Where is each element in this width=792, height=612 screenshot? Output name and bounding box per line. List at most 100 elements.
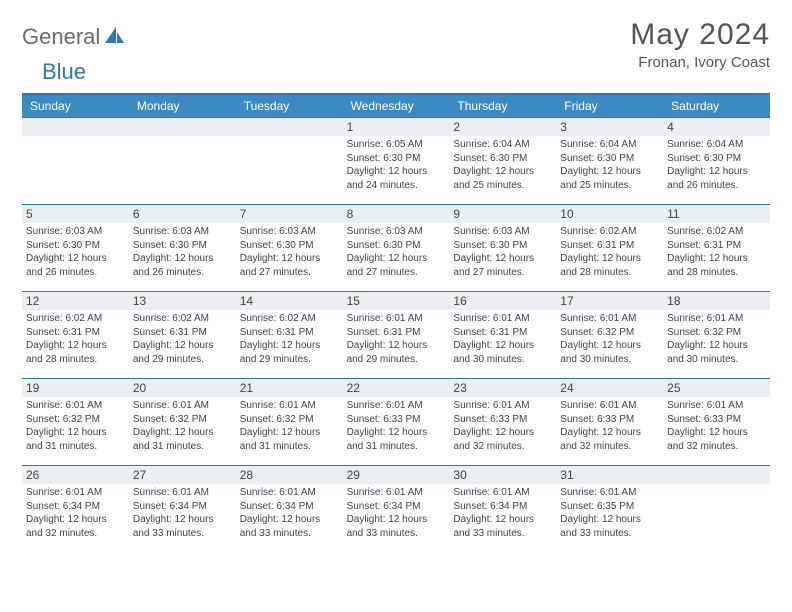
daylight-text: Daylight: 12 hours and 33 minutes. (240, 513, 339, 540)
daylight-text: Daylight: 12 hours and 33 minutes. (133, 513, 232, 540)
day-cell: 23Sunrise: 6:01 AMSunset: 6:33 PMDayligh… (449, 379, 556, 465)
week-row: 12 Sunrise: 6:02 AMSunset: 6:31 PMDayligh… (22, 291, 770, 378)
daylight-text: Daylight: 12 hours and 30 minutes. (560, 339, 659, 366)
day-content: Sunrise: 6:01 AMSunset: 6:33 PMDaylight:… (347, 399, 446, 453)
sunrise-text: Sunrise: 6:01 AM (667, 399, 766, 413)
day-number: 18 (663, 292, 770, 310)
day-content: Sunrise: 6:04 AMSunset: 6:30 PMDaylight:… (453, 138, 552, 192)
day-cell (663, 466, 770, 552)
day-content: Sunrise: 6:01 AMSunset: 6:33 PMDaylight:… (560, 399, 659, 453)
sunrise-text: Sunrise: 6:01 AM (560, 312, 659, 326)
day-content: Sunrise: 6:01 AMSunset: 6:33 PMDaylight:… (453, 399, 552, 453)
daylight-text: Daylight: 12 hours and 32 minutes. (453, 426, 552, 453)
day-cell: 28Sunrise: 6:01 AMSunset: 6:34 PMDayligh… (236, 466, 343, 552)
title-block: May 2024 Fronan, Ivory Coast (630, 18, 770, 71)
day-number (663, 466, 770, 484)
day-cell: 9Sunrise: 6:03 AMSunset: 6:30 PMDaylight… (449, 205, 556, 291)
day-cell (236, 118, 343, 204)
day-content: Sunrise: 6:01 AMSunset: 6:34 PMDaylight:… (26, 486, 125, 540)
day-cell: 18 Sunrise: 6:01 AMSunset: 6:32 PMDayligh… (663, 292, 770, 378)
day-number: 12 (22, 292, 129, 310)
sunrise-text: Sunrise: 6:01 AM (453, 399, 552, 413)
sunrise-text: Sunrise: 6:01 AM (347, 486, 446, 500)
sunset-text: Sunset: 6:30 PM (453, 239, 552, 253)
sunrise-text: Sunrise: 6:01 AM (133, 399, 232, 413)
day-header-row: Sunday Monday Tuesday Wednesday Thursday… (22, 95, 770, 117)
day-cell (22, 118, 129, 204)
day-header: Thursday (449, 95, 556, 117)
sunset-text: Sunset: 6:33 PM (453, 413, 552, 427)
day-header: Wednesday (343, 95, 450, 117)
day-header: Sunday (22, 95, 129, 117)
daylight-text: Daylight: 12 hours and 32 minutes. (26, 513, 125, 540)
daylight-text: Daylight: 12 hours and 27 minutes. (240, 252, 339, 279)
daylight-text: Daylight: 12 hours and 32 minutes. (667, 426, 766, 453)
daylight-text: Daylight: 12 hours and 26 minutes. (133, 252, 232, 279)
day-header: Tuesday (236, 95, 343, 117)
day-number: 16 (449, 292, 556, 310)
day-header: Friday (556, 95, 663, 117)
month-title: May 2024 (630, 18, 770, 52)
day-content: Sunrise: 6:05 AMSunset: 6:30 PMDaylight:… (347, 138, 446, 192)
calendar: Sunday Monday Tuesday Wednesday Thursday… (22, 93, 770, 552)
day-number: 10 (556, 205, 663, 223)
sunrise-text: Sunrise: 6:01 AM (667, 312, 766, 326)
day-number: 25 (663, 379, 770, 397)
day-content: Sunrise: 6:01 AMSunset: 6:35 PMDaylight:… (560, 486, 659, 540)
day-content: Sunrise: 6:02 AMSunset: 6:31 PMDaylight:… (240, 312, 339, 366)
day-content: Sunrise: 6:01 AMSunset: 6:31 PMDaylight:… (453, 312, 552, 366)
day-content: Sunrise: 6:01 AMSunset: 6:32 PMDaylight:… (667, 312, 766, 366)
day-cell: 27Sunrise: 6:01 AMSunset: 6:34 PMDayligh… (129, 466, 236, 552)
daylight-text: Daylight: 12 hours and 33 minutes. (453, 513, 552, 540)
sunrise-text: Sunrise: 6:01 AM (560, 486, 659, 500)
day-cell: 6Sunrise: 6:03 AMSunset: 6:30 PMDaylight… (129, 205, 236, 291)
day-number: 14 (236, 292, 343, 310)
logo-sail-icon (104, 26, 126, 49)
daylight-text: Daylight: 12 hours and 31 minutes. (26, 426, 125, 453)
day-number: 29 (343, 466, 450, 484)
sunset-text: Sunset: 6:31 PM (347, 326, 446, 340)
sunrise-text: Sunrise: 6:01 AM (453, 312, 552, 326)
day-cell: 16 Sunrise: 6:01 AMSunset: 6:31 PMDayligh… (449, 292, 556, 378)
day-number: 11 (663, 205, 770, 223)
day-number (22, 118, 129, 136)
sunset-text: Sunset: 6:30 PM (453, 152, 552, 166)
day-number: 30 (449, 466, 556, 484)
sunset-text: Sunset: 6:34 PM (240, 500, 339, 514)
sunset-text: Sunset: 6:32 PM (667, 326, 766, 340)
sunset-text: Sunset: 6:30 PM (560, 152, 659, 166)
sunset-text: Sunset: 6:31 PM (667, 239, 766, 253)
sunset-text: Sunset: 6:30 PM (133, 239, 232, 253)
day-number: 15 (343, 292, 450, 310)
day-number: 20 (129, 379, 236, 397)
day-number: 24 (556, 379, 663, 397)
day-cell: 19Sunrise: 6:01 AMSunset: 6:32 PMDayligh… (22, 379, 129, 465)
day-content: Sunrise: 6:01 AMSunset: 6:34 PMDaylight:… (453, 486, 552, 540)
day-number: 13 (129, 292, 236, 310)
day-number (129, 118, 236, 136)
day-number: 21 (236, 379, 343, 397)
day-cell: 17Sunrise: 6:01 AMSunset: 6:32 PMDayligh… (556, 292, 663, 378)
daylight-text: Daylight: 12 hours and 28 minutes. (560, 252, 659, 279)
sunset-text: Sunset: 6:30 PM (667, 152, 766, 166)
day-number: 3 (556, 118, 663, 136)
daylight-text: Daylight: 12 hours and 29 minutes. (240, 339, 339, 366)
day-content: Sunrise: 6:03 AMSunset: 6:30 PMDaylight:… (347, 225, 446, 279)
day-content: Sunrise: 6:01 AMSunset: 6:32 PMDaylight:… (560, 312, 659, 366)
daylight-text: Daylight: 12 hours and 30 minutes. (453, 339, 552, 366)
sunrise-text: Sunrise: 6:03 AM (240, 225, 339, 239)
day-cell: 13Sunrise: 6:02 AMSunset: 6:31 PMDayligh… (129, 292, 236, 378)
sunrise-text: Sunrise: 6:01 AM (560, 399, 659, 413)
day-number: 1 (343, 118, 450, 136)
sunset-text: Sunset: 6:31 PM (133, 326, 232, 340)
day-cell: 21Sunrise: 6:01 AMSunset: 6:32 PMDayligh… (236, 379, 343, 465)
day-cell: 15Sunrise: 6:01 AMSunset: 6:31 PMDayligh… (343, 292, 450, 378)
daylight-text: Daylight: 12 hours and 24 minutes. (347, 165, 446, 192)
daylight-text: Daylight: 12 hours and 28 minutes. (667, 252, 766, 279)
sunrise-text: Sunrise: 6:01 AM (453, 486, 552, 500)
day-number: 6 (129, 205, 236, 223)
daylight-text: Daylight: 12 hours and 27 minutes. (347, 252, 446, 279)
daylight-text: Daylight: 12 hours and 28 minutes. (26, 339, 125, 366)
day-cell: 30 Sunrise: 6:01 AMSunset: 6:34 PMDayligh… (449, 466, 556, 552)
logo-text-general: General (22, 24, 100, 50)
